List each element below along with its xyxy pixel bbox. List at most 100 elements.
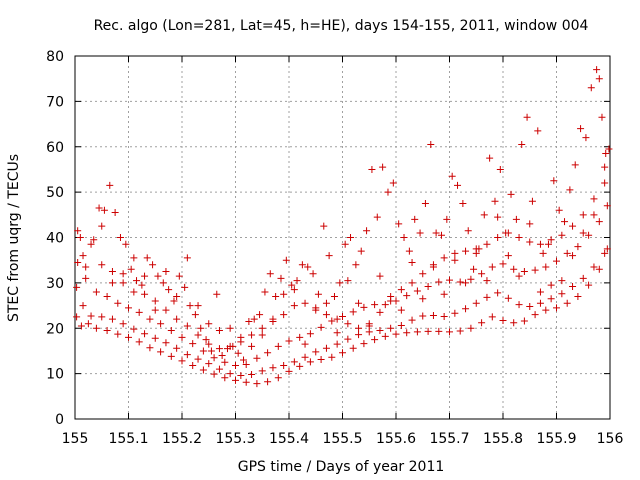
data-point xyxy=(405,247,413,255)
data-point xyxy=(157,320,165,328)
data-point xyxy=(451,256,459,264)
data-point xyxy=(274,342,282,350)
data-point xyxy=(419,295,427,303)
data-point xyxy=(317,356,325,364)
data-point xyxy=(371,336,379,344)
data-point xyxy=(384,188,392,196)
data-point xyxy=(397,322,405,330)
data-point xyxy=(544,240,552,248)
data-point xyxy=(122,240,130,248)
data-point xyxy=(328,353,336,361)
data-point xyxy=(585,231,593,239)
data-point xyxy=(194,302,202,310)
data-point xyxy=(574,292,582,300)
data-point xyxy=(376,272,384,280)
data-point xyxy=(371,301,379,309)
data-point xyxy=(333,340,341,348)
data-point xyxy=(601,163,609,171)
data-point xyxy=(456,327,464,335)
data-point xyxy=(194,331,202,339)
grid-lines xyxy=(75,56,610,419)
data-point xyxy=(130,325,138,333)
data-point xyxy=(285,337,293,345)
data-point xyxy=(363,227,371,235)
data-point xyxy=(355,331,363,339)
y-tick-label: 30 xyxy=(46,276,64,292)
data-point xyxy=(590,263,598,271)
data-point xyxy=(322,311,330,319)
data-point xyxy=(215,327,223,335)
data-point xyxy=(542,306,550,314)
data-point xyxy=(98,313,106,321)
data-point xyxy=(288,281,296,289)
data-point xyxy=(408,258,416,266)
data-point xyxy=(555,206,563,214)
data-point xyxy=(173,292,181,300)
data-point xyxy=(381,332,389,340)
data-point xyxy=(111,209,119,217)
data-point xyxy=(587,84,595,92)
data-point xyxy=(138,281,146,289)
data-point xyxy=(558,290,566,298)
data-point xyxy=(92,324,100,332)
y-tick-label: 50 xyxy=(46,185,64,201)
data-point xyxy=(408,316,416,324)
data-point xyxy=(197,324,205,332)
data-point xyxy=(339,312,346,320)
data-point xyxy=(336,279,344,287)
data-point xyxy=(526,238,534,246)
data-point xyxy=(437,231,445,239)
data-point xyxy=(205,360,213,368)
data-point xyxy=(108,268,116,276)
data-point xyxy=(387,324,395,332)
data-point xyxy=(285,367,293,375)
data-point xyxy=(582,134,590,142)
data-point xyxy=(446,328,453,336)
data-point xyxy=(98,261,106,269)
data-point xyxy=(601,249,609,257)
data-point xyxy=(593,66,601,74)
data-point xyxy=(435,327,443,335)
data-point xyxy=(392,330,400,338)
x-tick-label: 155.2 xyxy=(162,431,202,447)
data-point xyxy=(483,277,491,285)
data-point xyxy=(526,302,534,310)
data-point xyxy=(534,127,542,135)
data-point xyxy=(368,165,376,173)
data-point xyxy=(103,292,111,300)
data-points xyxy=(73,66,613,388)
data-point xyxy=(515,301,523,309)
data-point xyxy=(605,145,613,153)
data-point xyxy=(571,161,579,169)
data-point xyxy=(141,272,149,280)
data-point xyxy=(427,140,435,148)
data-point xyxy=(207,347,215,355)
data-point xyxy=(237,371,245,379)
data-point xyxy=(119,270,127,278)
data-point xyxy=(419,312,427,320)
data-point xyxy=(186,302,194,310)
data-point xyxy=(563,249,571,257)
data-point xyxy=(162,306,170,314)
data-point xyxy=(451,249,459,257)
data-point xyxy=(322,299,330,307)
data-point xyxy=(258,324,266,332)
data-point xyxy=(595,218,603,226)
data-point xyxy=(579,211,587,219)
data-point xyxy=(84,320,92,328)
data-point xyxy=(448,172,456,180)
data-point xyxy=(515,272,523,280)
data-point xyxy=(542,263,550,271)
data-point xyxy=(528,197,536,205)
data-point xyxy=(397,286,405,294)
data-point xyxy=(451,309,459,317)
data-point xyxy=(202,336,210,344)
data-point xyxy=(403,329,411,337)
data-point xyxy=(226,324,234,332)
data-point xyxy=(499,317,507,325)
data-point xyxy=(547,281,555,289)
data-point xyxy=(95,204,103,212)
data-point xyxy=(475,245,483,253)
x-tick-labels: 155 155.1 155.2 155.3 155.4 155.5 155.6 155.7 15… xyxy=(62,431,624,447)
data-point xyxy=(240,356,248,364)
